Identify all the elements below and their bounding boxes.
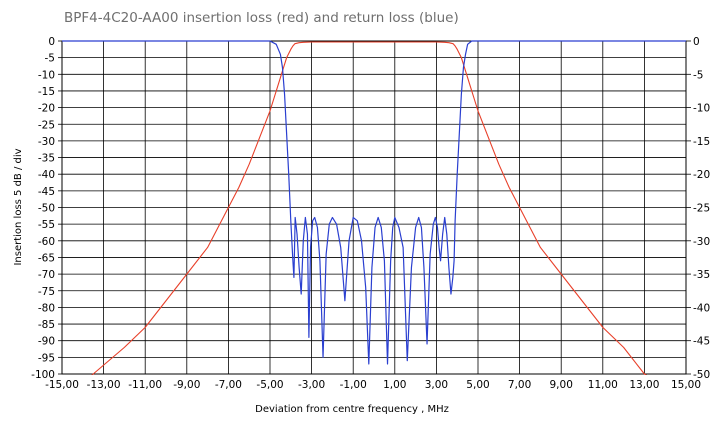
y-left-tick-label: -30: [38, 136, 55, 148]
plot-frame: [61, 40, 687, 375]
y-left-tick-label: -35: [38, 153, 55, 165]
y-right-tick-label: -30: [693, 236, 710, 248]
y-left-tick-label: -80: [38, 302, 55, 314]
y-left-tick-label: -50: [38, 203, 55, 215]
y-left-tick-label: -25: [38, 119, 55, 131]
y-right-tick-label: -10: [693, 103, 710, 115]
x-tick-label: 11,00: [588, 379, 618, 391]
x-tick-label: 13,00: [629, 379, 659, 391]
series: [62, 40, 686, 375]
y-right-tick-label: -5: [693, 69, 703, 81]
x-tick-label: -1,00: [340, 379, 367, 391]
x-axis-label: Deviation from centre frequency , MHz: [255, 404, 449, 415]
y-left-tick-label: -60: [38, 236, 55, 248]
x-tick-label: 5,00: [466, 379, 489, 391]
x-tick-label: 7,00: [508, 379, 531, 391]
y-left-tick-label: -5: [45, 53, 55, 65]
y-right-tick-label: -25: [693, 203, 710, 215]
x-tick-label: -11,00: [128, 379, 162, 391]
y-right-tick-label: -20: [693, 169, 710, 181]
y-left-tick-label: -85: [38, 319, 55, 331]
y-left-tick-label: 0: [48, 36, 55, 48]
plot-border: [61, 40, 687, 375]
y-left-tick-label: -40: [38, 169, 55, 181]
y-left-tick-label: -20: [38, 103, 55, 115]
y-left-tick-label: -75: [38, 286, 55, 298]
x-tick-label: -5,00: [256, 379, 283, 391]
x-tick-label: -9,00: [173, 379, 200, 391]
y-right-tick-label: -35: [693, 269, 710, 281]
y-left-tick-label: -45: [38, 186, 55, 198]
y-left-tick-label: -10: [38, 69, 55, 81]
y-right-tick-label: -45: [693, 336, 710, 348]
x-tick-label: -7,00: [215, 379, 242, 391]
y-left-tick-label: -100: [31, 369, 55, 381]
x-tick-label: 3,00: [425, 379, 448, 391]
return-loss-line: [62, 40, 686, 365]
y-left-tick-label: -65: [38, 252, 55, 264]
grid: [58, 40, 691, 375]
x-tick-label: -3,00: [298, 379, 325, 391]
x-tick-label: 9,00: [550, 379, 573, 391]
insertion-loss-line: [91, 41, 647, 375]
y-left-tick-label: -95: [38, 352, 55, 364]
x-tick-label: 1,00: [383, 379, 406, 391]
x-tick-label: 15,00: [671, 379, 701, 391]
y-right-tick-label: -50: [693, 369, 710, 381]
chart-title: BPF4-4C20-AA00 insertion loss (red) and …: [64, 10, 459, 26]
tick-labels: -15,00 -13,00 -11,00 -9,00 -7,00 -5,00 -3,00 -1…: [31, 36, 710, 391]
y-left-tick-label: -55: [38, 219, 55, 231]
y-right-tick-label: -40: [693, 302, 710, 314]
y-axis-label: Insertion loss 5 dB / div: [13, 148, 24, 265]
y-left-tick-label: -90: [38, 336, 55, 348]
y-right-tick-label: 0: [693, 36, 700, 48]
y-left-tick-label: -15: [38, 86, 55, 98]
y-right-tick-label: -15: [693, 136, 710, 148]
x-tick-label: -13,00: [87, 379, 121, 391]
y-left-tick-label: -70: [38, 269, 55, 281]
x-tick-label: -15,00: [45, 379, 79, 391]
